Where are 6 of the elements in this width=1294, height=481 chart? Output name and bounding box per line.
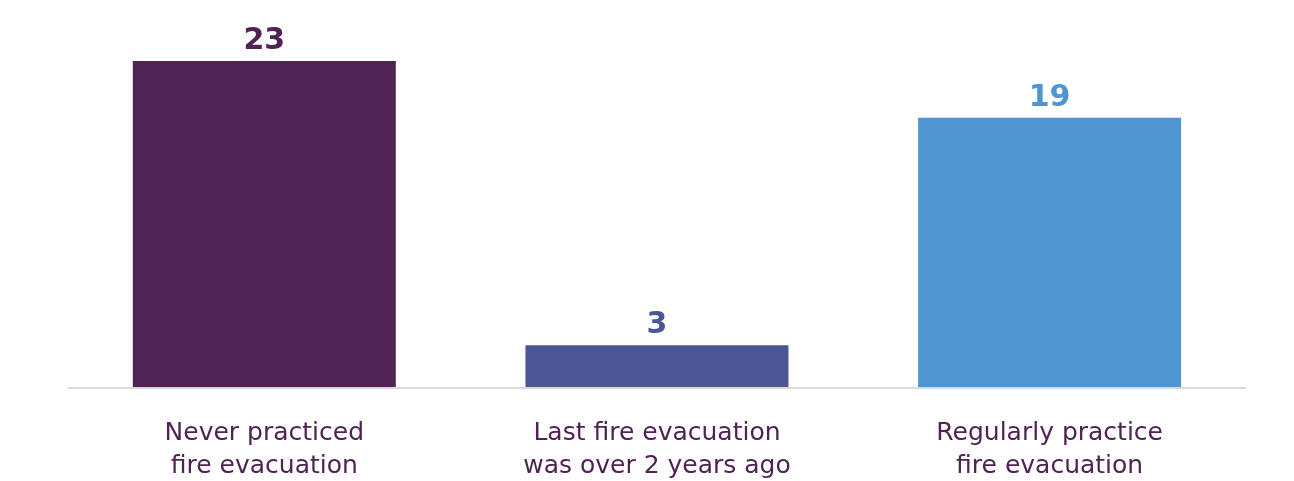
data-label: 23: [243, 21, 286, 56]
x-tick-label: Last fire evacuation was over 2 years ago: [523, 417, 791, 479]
data-label: 19: [1028, 77, 1071, 113]
x-tick-label: Regularly practice fire evacuation: [936, 417, 1163, 479]
data-label: 3: [646, 305, 668, 341]
x-tick-label: Never practiced fire evacuation: [164, 417, 365, 479]
